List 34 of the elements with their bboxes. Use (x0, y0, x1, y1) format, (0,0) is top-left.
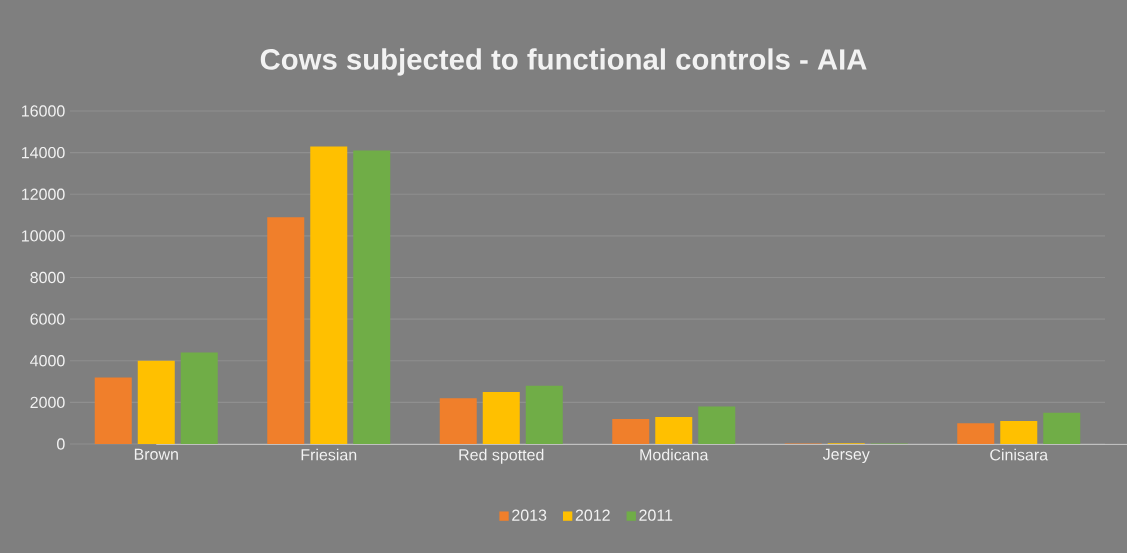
x-tick-label: Jersey (822, 448, 870, 464)
bar (353, 150, 391, 444)
y-tick-label: 16000 (22, 105, 65, 117)
y-tick-label: 8000 (30, 271, 65, 284)
bar (310, 146, 348, 444)
bar (698, 406, 736, 444)
bar (612, 419, 650, 444)
y-tick-label: 0 (57, 438, 65, 450)
x-tick-label: Modicana (640, 448, 709, 461)
y-tick-label: 4000 (30, 355, 65, 367)
bar (957, 423, 995, 444)
bar (267, 217, 305, 444)
x-tick-label: Cinisara (990, 448, 1049, 461)
bar (137, 360, 175, 444)
bar (94, 377, 132, 444)
bar (1043, 412, 1081, 444)
y-tick-label: 14000 (22, 146, 65, 159)
bar (439, 398, 477, 444)
legend-label: 2013 (512, 509, 547, 521)
bar (1000, 421, 1038, 444)
bar (655, 416, 693, 444)
y-tick-label: 6000 (30, 313, 65, 325)
y-tick-label: 2000 (30, 396, 65, 409)
x-tick-label: Brown (134, 448, 178, 460)
bar (180, 352, 218, 444)
chart-title: Cows subjected to functional controls - AIA (260, 48, 867, 76)
y-tick-label: 12000 (22, 188, 65, 200)
legend-label: 2011 (639, 509, 673, 521)
y-tick-label: 10000 (22, 230, 65, 242)
x-tick-label: Red spotted (459, 448, 544, 464)
bar (482, 391, 520, 444)
bar (525, 385, 563, 444)
legend-label: 2012 (575, 509, 610, 521)
x-tick-label: Friesian (301, 448, 357, 461)
